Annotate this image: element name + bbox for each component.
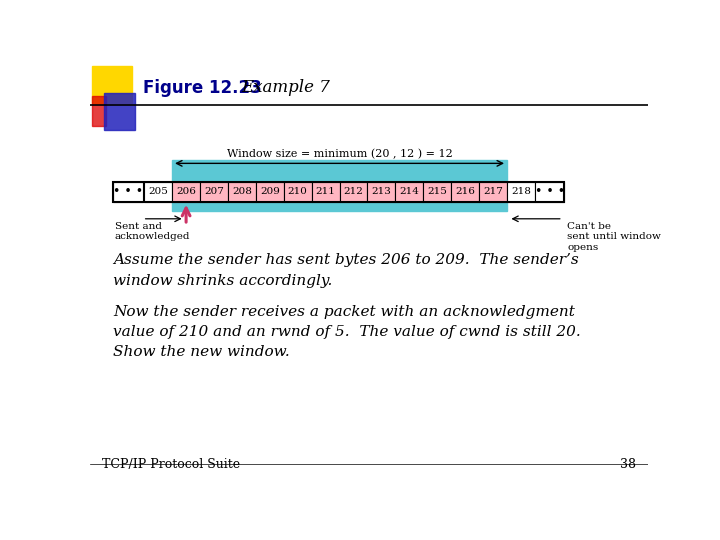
- Text: • • •: • • •: [534, 185, 564, 198]
- Bar: [172, 160, 507, 211]
- Bar: [284, 182, 312, 202]
- Bar: [104, 93, 135, 130]
- Text: 38: 38: [620, 458, 636, 471]
- Text: Example 7: Example 7: [241, 79, 330, 97]
- Text: 208: 208: [232, 187, 252, 197]
- Bar: [256, 182, 284, 202]
- Bar: [144, 182, 172, 202]
- Text: Can't be
sent until window
opens: Can't be sent until window opens: [567, 222, 661, 252]
- Bar: [228, 182, 256, 202]
- Text: TCP/IP Protocol Suite: TCP/IP Protocol Suite: [102, 458, 240, 471]
- Bar: [367, 182, 395, 202]
- Bar: [172, 182, 200, 202]
- Text: 215: 215: [427, 187, 447, 197]
- Text: 218: 218: [511, 187, 531, 197]
- Bar: [423, 182, 451, 202]
- Text: 205: 205: [148, 187, 168, 197]
- Text: 213: 213: [372, 187, 392, 197]
- Text: 209: 209: [260, 187, 280, 197]
- Bar: [200, 182, 228, 202]
- Text: Assume the sender has sent bytes 206 to 209.  The sender’s
window shrinks accord: Assume the sender has sent bytes 206 to …: [113, 253, 579, 287]
- Bar: [113, 182, 143, 202]
- Bar: [91, 66, 132, 103]
- Bar: [113, 182, 564, 202]
- Text: 211: 211: [315, 187, 336, 197]
- Text: 210: 210: [288, 187, 307, 197]
- Text: 217: 217: [483, 187, 503, 197]
- Text: Figure 12.23: Figure 12.23: [143, 79, 261, 97]
- Text: 207: 207: [204, 187, 224, 197]
- Text: Now the sender receives a packet with an acknowledgment
value of 210 and an rwnd: Now the sender receives a packet with an…: [113, 305, 581, 359]
- Text: 216: 216: [455, 187, 475, 197]
- Text: Window size = minimum (20 , 12 ) = 12: Window size = minimum (20 , 12 ) = 12: [227, 148, 452, 159]
- Bar: [479, 182, 507, 202]
- Bar: [395, 182, 423, 202]
- Text: 214: 214: [400, 187, 419, 197]
- Bar: [507, 182, 535, 202]
- Text: • • •: • • •: [113, 185, 143, 198]
- Text: Sent and
acknowledged: Sent and acknowledged: [114, 222, 190, 241]
- Bar: [535, 182, 564, 202]
- Text: 206: 206: [176, 187, 196, 197]
- Bar: [312, 182, 340, 202]
- Bar: [451, 182, 479, 202]
- Text: 212: 212: [343, 187, 364, 197]
- Bar: [91, 96, 106, 126]
- Bar: [340, 182, 367, 202]
